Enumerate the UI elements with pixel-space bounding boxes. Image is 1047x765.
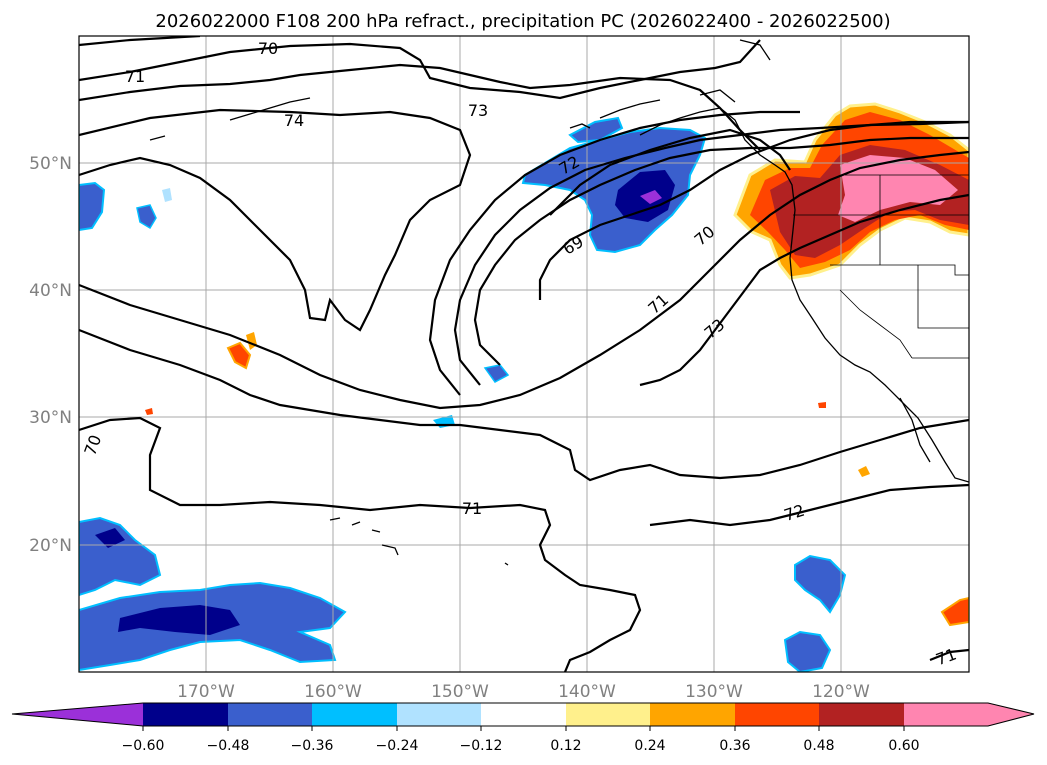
colorbar-bin bbox=[904, 703, 988, 726]
lat-tick-label: 30°N bbox=[29, 408, 72, 428]
lon-tick-label: 130°W bbox=[685, 682, 743, 702]
map-frame bbox=[78, 35, 970, 673]
colorbar-tick-label: 0.36 bbox=[719, 738, 750, 754]
lat-tick-label: 40°N bbox=[29, 281, 72, 301]
colorbar-tick-label: 0.12 bbox=[550, 738, 581, 754]
state-borders bbox=[793, 174, 969, 359]
lat-tick-label: 50°N bbox=[29, 154, 72, 174]
contour-label: 71 bbox=[462, 499, 482, 518]
map-panel: 70 71 74 73 72 69 70 71 73 70 71 72 71 1… bbox=[29, 35, 970, 702]
colorbar-tick-label: −0.48 bbox=[207, 738, 250, 754]
colorbar-bin bbox=[143, 703, 228, 726]
lon-tick-label: 120°W bbox=[812, 682, 870, 702]
lat-tick-label: 20°N bbox=[29, 536, 72, 556]
colorbar-bin bbox=[481, 703, 566, 726]
contour-label: 70 bbox=[258, 39, 278, 58]
colorbar-bin bbox=[312, 703, 397, 726]
colorbar-bin bbox=[397, 703, 481, 726]
colorbar-bin bbox=[735, 703, 819, 726]
graticule bbox=[79, 36, 969, 672]
lon-tick-label: 170°W bbox=[177, 682, 235, 702]
colorbar-tick-label: 0.24 bbox=[634, 738, 665, 754]
colorbar-extend-low bbox=[12, 703, 143, 726]
colorbar-tick-label: −0.60 bbox=[122, 738, 165, 754]
precip-negative-shading bbox=[79, 116, 847, 672]
contour-label: 73 bbox=[468, 101, 488, 120]
lon-tick-label: 140°W bbox=[558, 682, 616, 702]
colorbar-bin bbox=[819, 703, 904, 726]
colorbar-tick-label: −0.36 bbox=[291, 738, 334, 754]
lon-tick-labels: 170°W 160°W 150°W 140°W 130°W 120°W bbox=[177, 682, 870, 702]
colorbar-tick-label: −0.24 bbox=[376, 738, 419, 754]
colorbar-extend-high bbox=[988, 703, 1034, 726]
colorbar-bin bbox=[650, 703, 735, 726]
colorbar-bin bbox=[228, 703, 312, 726]
contour-label: 74 bbox=[284, 111, 304, 130]
figure-title: 2026022000 F108 200 hPa refract., precip… bbox=[155, 11, 890, 32]
colorbar-tick-label: −0.12 bbox=[460, 738, 503, 754]
colorbar: −0.60 −0.48 −0.36 −0.24 −0.12 0.12 0.24 … bbox=[11, 702, 1035, 754]
lon-tick-label: 160°W bbox=[304, 682, 362, 702]
lon-tick-label: 150°W bbox=[431, 682, 489, 702]
colorbar-bin bbox=[566, 703, 650, 726]
precip-positive-shading bbox=[145, 102, 969, 627]
refractivity-contours bbox=[79, 36, 969, 672]
contour-label: 71 bbox=[125, 67, 145, 86]
colorbar-tick-label: 0.48 bbox=[803, 738, 834, 754]
lat-tick-labels: 50°N 40°N 30°N 20°N bbox=[29, 154, 72, 556]
colorbar-tick-label: 0.60 bbox=[888, 738, 919, 754]
